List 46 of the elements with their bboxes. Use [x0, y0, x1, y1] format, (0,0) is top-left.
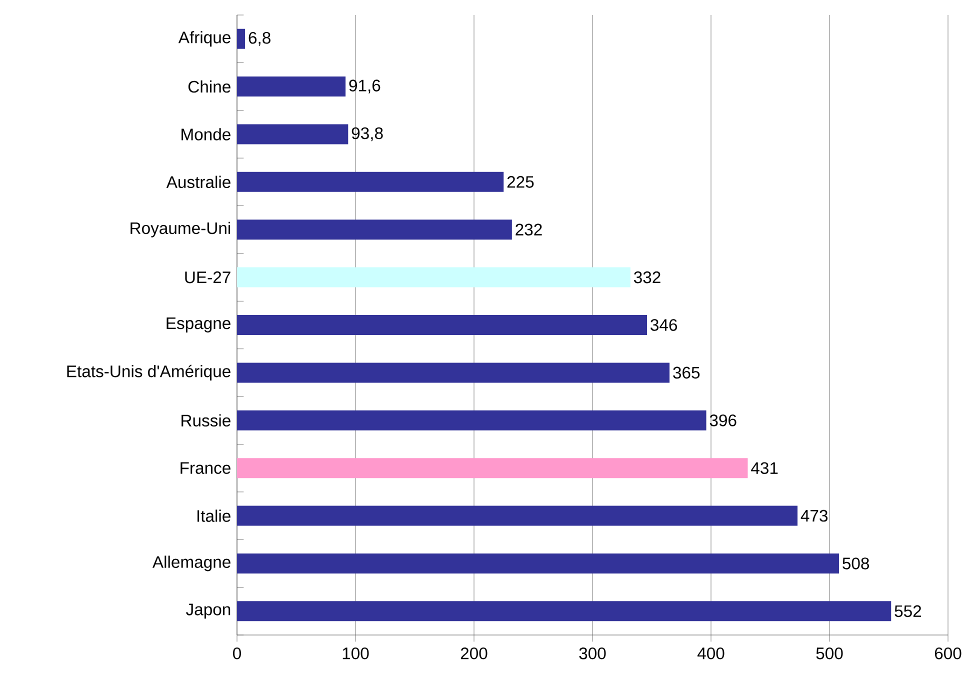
data-label: 346	[650, 319, 678, 331]
x-tick-label: 600	[934, 648, 962, 660]
x-tick-label: 500	[816, 648, 843, 660]
bar	[237, 267, 630, 288]
y-tick-label: Japon	[186, 604, 230, 619]
y-tick-label: Etats-Unis d'Amérique	[67, 364, 230, 381]
y-tick-label: UE-27	[185, 271, 230, 284]
bar	[237, 458, 748, 478]
data-label: 365	[673, 366, 700, 379]
bar	[237, 601, 892, 622]
x-tick-label: 0	[233, 648, 241, 660]
y-tick-label: Espagne	[166, 318, 230, 332]
y-tick-label: Australie	[166, 176, 230, 188]
x-tick-label: 100	[342, 648, 369, 660]
data-label: 332	[634, 271, 660, 284]
bar	[237, 315, 648, 336]
data-label: 396	[710, 414, 736, 426]
data-label: 225	[507, 176, 534, 188]
data-label: 508	[842, 558, 870, 570]
data-label: 6,8	[248, 32, 270, 46]
x-tick-label: 300	[579, 648, 606, 660]
bar	[237, 172, 504, 192]
y-tick-label: Afrique	[178, 31, 230, 47]
x-tick-label: 200	[460, 648, 488, 660]
y-tick-label: Royaume-Uni	[130, 222, 230, 238]
y-tick-label: France	[180, 462, 230, 474]
data-label: 431	[751, 462, 778, 474]
bar	[237, 362, 670, 383]
bar	[237, 553, 839, 574]
y-tick-label: Chine	[188, 80, 230, 93]
data-label: 91,6	[349, 80, 380, 94]
y-tick-label: Russie	[182, 414, 230, 427]
data-label: 93,8	[352, 127, 383, 142]
x-tick-label: 400	[697, 648, 724, 660]
bar	[237, 28, 246, 49]
data-label: 552	[894, 605, 922, 618]
bar	[237, 410, 706, 430]
bar	[237, 124, 348, 144]
bar	[237, 220, 512, 240]
data-label: 473	[800, 510, 828, 522]
data-label: 232	[516, 224, 542, 236]
y-tick-label: Allemagne	[152, 556, 230, 572]
bar	[237, 76, 346, 97]
y-tick-label: Monde	[182, 128, 230, 140]
bar	[237, 506, 798, 526]
y-tick-label: Italie	[198, 510, 230, 522]
